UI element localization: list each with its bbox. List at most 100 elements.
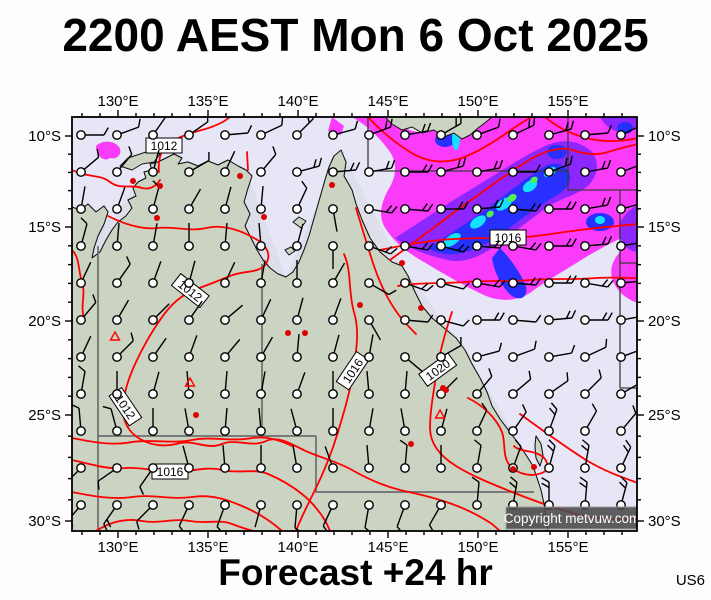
wind-barb-station-circle: [256, 315, 266, 325]
copyright-badge: Copyright metvuw.com: [504, 506, 637, 530]
lon-label-bottom: 135°E: [187, 539, 228, 556]
wind-barb-station-circle: [364, 241, 374, 251]
city-dot: [157, 183, 163, 189]
wind-barb: [364, 408, 374, 436]
wind-barb-station-circle: [364, 167, 374, 177]
wind-barb-station-circle: [76, 204, 86, 214]
wind-barb: [399, 439, 410, 473]
wind-barb-station-circle: [76, 426, 86, 436]
wind-barb: [220, 445, 230, 473]
wind-barb-station-circle: [148, 204, 158, 214]
wind-barb: [400, 122, 432, 140]
wind-barb: [580, 196, 612, 214]
wind-barb-feather: [548, 407, 556, 416]
wind-barb: [184, 300, 203, 325]
wind-barb-shaft: [481, 283, 500, 288]
wind-barb-feather: [607, 280, 614, 288]
wind-barb-station-circle: [220, 463, 230, 473]
wind-barb-shaft: [229, 132, 248, 136]
wind-barb-station-circle: [328, 278, 338, 288]
city-dot: [237, 173, 243, 179]
wind-barb-station-circle: [148, 315, 158, 325]
wind-barb-feather: [488, 368, 493, 377]
wind-barb-station-circle: [544, 315, 554, 325]
wind-barb-feather: [216, 526, 222, 531]
wind-barb-station-circle: [616, 315, 626, 325]
wind-barb-station-circle: [472, 315, 482, 325]
wind-barb-station-circle: [256, 463, 266, 473]
wind-barb: [544, 155, 573, 177]
wind-barb-station-circle: [328, 500, 338, 510]
wind-barb-station-circle: [292, 463, 302, 473]
wind-barb: [544, 309, 577, 325]
wind-barb-station-circle: [436, 463, 446, 473]
wind-barb-feather: [547, 444, 555, 452]
wind-barb-station-circle: [220, 352, 230, 362]
forecast-valid-time-title: 2200 AEST Mon 6 Oct 2025: [62, 9, 649, 61]
wind-barb-station-circle: [76, 315, 86, 325]
wind-barb-station-circle: [508, 167, 518, 177]
wind-barb-station-circle: [400, 278, 410, 288]
wind-barb: [580, 235, 613, 251]
wind-barb-feather: [390, 247, 398, 255]
wind-barb-station-circle: [256, 389, 266, 399]
wind-barb-shaft: [224, 371, 228, 390]
city-dot: [408, 441, 414, 447]
wind-barb-shaft: [184, 408, 189, 427]
wind-barb-shaft: [516, 348, 535, 357]
wind-barb-feather: [620, 476, 628, 484]
wind-barb: [508, 117, 536, 140]
wind-barb: [364, 159, 396, 177]
wind-barb-shaft: [296, 334, 300, 353]
wind-barb-shaft: [322, 508, 332, 527]
wind-barb-shaft: [553, 352, 572, 357]
city-dot: [130, 178, 136, 184]
wind-barb: [112, 187, 126, 214]
wind-barb-feather: [281, 117, 284, 126]
wind-barb-station-circle: [328, 352, 338, 362]
wind-barb-shaft: [396, 508, 405, 527]
wind-barb: [220, 261, 236, 288]
wind-barb-shaft: [477, 445, 482, 464]
wind-barb-feather: [598, 369, 602, 378]
wind-barb-station-circle: [472, 241, 482, 251]
wind-barb: [616, 350, 637, 362]
wind-barb-shaft: [476, 482, 480, 501]
wind-barb: [112, 371, 122, 399]
wind-barb-feather: [125, 256, 131, 265]
wind-barb-station-circle: [148, 278, 158, 288]
wind-barb-station-circle: [148, 426, 158, 436]
wind-barb-shaft: [189, 335, 198, 354]
wind-barb-shaft: [153, 149, 160, 169]
wind-barb-feather: [178, 525, 184, 531]
wind-barb: [256, 336, 274, 362]
lat-label-left: 15°S: [28, 219, 61, 236]
wind-barb-station-circle: [436, 130, 446, 140]
wind-barb-shaft: [584, 482, 588, 501]
wind-barb: [544, 372, 569, 399]
wind-barbs: [72, 117, 637, 531]
wind-barb: [544, 439, 556, 473]
wind-barb-feather: [497, 118, 501, 128]
wind-barb: [292, 297, 304, 325]
wind-barb-feather: [103, 127, 109, 136]
wind-barb-station-circle: [616, 463, 626, 473]
wind-barb-feather: [601, 160, 606, 170]
wind-barb: [148, 117, 167, 140]
wind-barb-station-circle: [76, 241, 86, 251]
wind-barb-feather: [247, 124, 253, 134]
wind-barb: [400, 203, 434, 214]
wind-barb: [256, 117, 284, 140]
wind-barb-shaft: [407, 359, 424, 373]
wind-barb-feather: [390, 159, 396, 169]
wind-barb-station-circle: [292, 241, 302, 251]
wind-barb-station-circle: [580, 241, 590, 251]
wind-barb: [364, 445, 374, 473]
wind-barb: [580, 403, 598, 436]
wind-barb-feather: [619, 481, 627, 489]
wind-barb-feather: [579, 482, 587, 489]
wind-barb: [472, 439, 482, 473]
wind-barb: [292, 157, 323, 177]
wind-barb: [256, 445, 266, 473]
